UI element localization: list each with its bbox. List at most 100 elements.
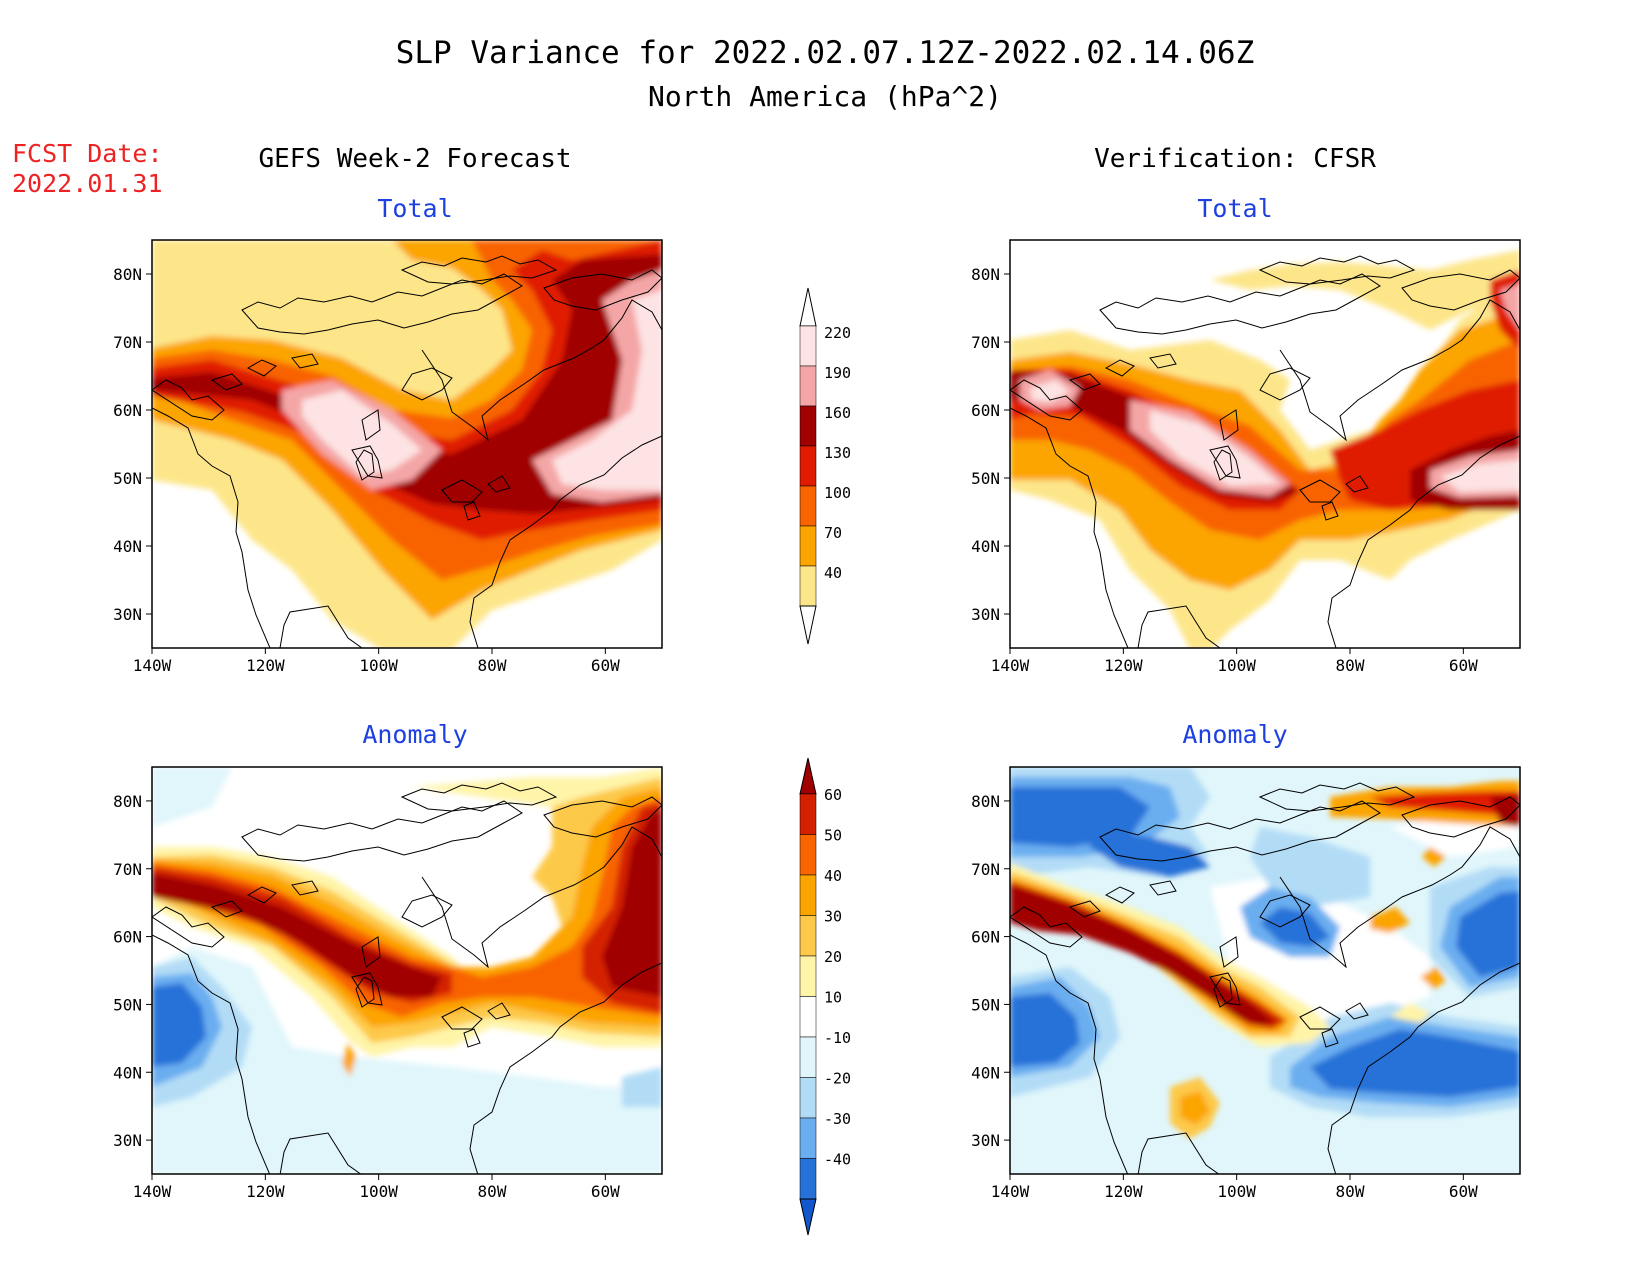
- lat-tick-label: 70N: [113, 860, 142, 879]
- lon-tick-label: 140W: [133, 656, 172, 675]
- lon-tick-label: 60W: [591, 656, 620, 675]
- legend-total: 220 190 160 130 100 70 40: [799, 287, 851, 645]
- lat-tick-label: 70N: [971, 333, 1000, 352]
- legend-tick-label: 220: [824, 324, 851, 342]
- lat-tick-label: 70N: [113, 333, 142, 352]
- map-frame: [1009, 239, 1521, 649]
- legend-tick-label: 100: [824, 484, 851, 502]
- lon-tick-label: 140W: [991, 656, 1030, 675]
- map-panel-forecast-anomaly: [151, 766, 663, 1175]
- legend-tick-label: 60: [824, 786, 842, 804]
- lat-tick-label: 40N: [971, 1063, 1000, 1082]
- legend-tick-label: 160: [824, 404, 851, 422]
- lon-tick-label: 60W: [591, 1182, 620, 1201]
- legend-tick-label: 40: [824, 564, 842, 582]
- map-frame: [1009, 766, 1521, 1175]
- lat-tick-label: 30N: [113, 1131, 142, 1150]
- map-panel-verification-anomaly: [1009, 766, 1521, 1175]
- legend-swatch: [799, 1036, 817, 1078]
- legend-cap-top: [799, 757, 817, 795]
- lon-tick-label: 60W: [1449, 656, 1478, 675]
- lat-tick-label: 30N: [971, 1131, 1000, 1150]
- legend-tick-label: 50: [824, 827, 842, 845]
- lat-tick-label: 40N: [113, 1063, 142, 1082]
- lon-tick-label: 120W: [1104, 656, 1143, 675]
- legend-swatch: [799, 405, 817, 447]
- legend-swatch: [799, 915, 817, 957]
- legend-swatch: [799, 485, 817, 527]
- lon-tick-label: 100W: [1217, 1182, 1256, 1201]
- legend-tick-label: 70: [824, 524, 842, 542]
- panel-title-anomaly-right: Anomaly: [1182, 720, 1287, 749]
- lon-tick-label: 80W: [478, 1182, 507, 1201]
- panel-title-total-right: Total: [1197, 194, 1272, 223]
- lat-tick-label: 40N: [113, 537, 142, 556]
- axes-verification-total: 80N 70N 60N 50N 40N 30N 140W 120W 100W 80W 60W: [971, 265, 1478, 675]
- legend-tick-label: -10: [824, 1029, 851, 1047]
- lon-tick-label: 100W: [1217, 656, 1256, 675]
- lon-tick-label: 80W: [1336, 656, 1365, 675]
- map-panel-forecast-total: [151, 239, 663, 649]
- legend-swatch: [799, 445, 817, 487]
- lon-tick-label: 120W: [1104, 1182, 1143, 1201]
- legend-swatch: [799, 955, 817, 997]
- legend-cap-top: [799, 287, 817, 327]
- lat-tick-label: 80N: [971, 265, 1000, 284]
- lon-tick-label: 120W: [246, 1182, 285, 1201]
- lat-tick-label: 50N: [113, 995, 142, 1014]
- lat-tick-label: 80N: [113, 265, 142, 284]
- lat-tick-label: 30N: [971, 605, 1000, 624]
- legend-tick-label: 40: [824, 867, 842, 885]
- lon-tick-label: 140W: [133, 1182, 172, 1201]
- figure-title: SLP Variance for 2022.02.07.12Z-2022.02.…: [396, 35, 1255, 71]
- legend-cap-bottom: [799, 1198, 817, 1236]
- right-column-title: Verification: CFSR: [1094, 144, 1376, 174]
- axis-labels: 80N 70N 60N 50N 40N 30N 140W 120W 100W 80W 60W 80N 7…: [113, 265, 1478, 1201]
- legend-tick-label: -20: [824, 1070, 851, 1088]
- map-frame: [151, 766, 663, 1175]
- legend-swatch: [799, 834, 817, 876]
- lat-tick-label: 70N: [971, 860, 1000, 879]
- figure-subtitle: North America (hPa^2): [648, 80, 1002, 113]
- legend-tick-label: -30: [824, 1110, 851, 1128]
- lat-tick-label: 80N: [971, 792, 1000, 811]
- legend-tick-label: 190: [824, 364, 851, 382]
- legend-swatch: [799, 1158, 817, 1200]
- lon-tick-label: 100W: [359, 656, 398, 675]
- legend-tick-label: 30: [824, 908, 842, 926]
- legend-swatch: [799, 874, 817, 916]
- legend-swatch: [799, 365, 817, 407]
- lon-tick-label: 80W: [478, 656, 507, 675]
- lat-tick-label: 80N: [113, 792, 142, 811]
- legend-swatch: [799, 525, 817, 567]
- lon-tick-label: 100W: [359, 1182, 398, 1201]
- lat-tick-label: 30N: [113, 605, 142, 624]
- legend-swatch: [799, 996, 817, 1038]
- lat-tick-label: 60N: [971, 928, 1000, 947]
- lon-tick-label: 120W: [246, 656, 285, 675]
- lat-tick-label: 50N: [113, 469, 142, 488]
- panel-title-anomaly-left: Anomaly: [362, 720, 467, 749]
- fcst-date-label: FCST Date:: [12, 139, 163, 168]
- lat-tick-label: 60N: [971, 401, 1000, 420]
- lon-tick-label: 60W: [1449, 1182, 1478, 1201]
- axes-verification-anomaly: 80N 70N 60N 50N 40N 30N 140W 120W 100W 80W 60W: [971, 792, 1478, 1201]
- lon-tick-label: 140W: [991, 1182, 1030, 1201]
- legend-tick-label: 20: [824, 948, 842, 966]
- legend-tick-label: 10: [824, 989, 842, 1007]
- lat-tick-label: 50N: [971, 995, 1000, 1014]
- legend-anomaly: 60 50 40 30 20 10 -10 -20 -30 -40: [799, 757, 851, 1236]
- lon-tick-label: 80W: [1336, 1182, 1365, 1201]
- legend-tick-label: 130: [824, 444, 851, 462]
- panel-title-total-left: Total: [377, 194, 452, 223]
- legend-swatch: [799, 565, 817, 607]
- lat-tick-label: 40N: [971, 537, 1000, 556]
- legend-swatch: [799, 1117, 817, 1159]
- lat-tick-label: 50N: [971, 469, 1000, 488]
- legend-tick-label: -40: [824, 1151, 851, 1169]
- map-panel-verification-total: [1009, 239, 1521, 649]
- lat-tick-label: 60N: [113, 401, 142, 420]
- legend-swatch: [799, 793, 817, 835]
- legend-swatch: [799, 1077, 817, 1119]
